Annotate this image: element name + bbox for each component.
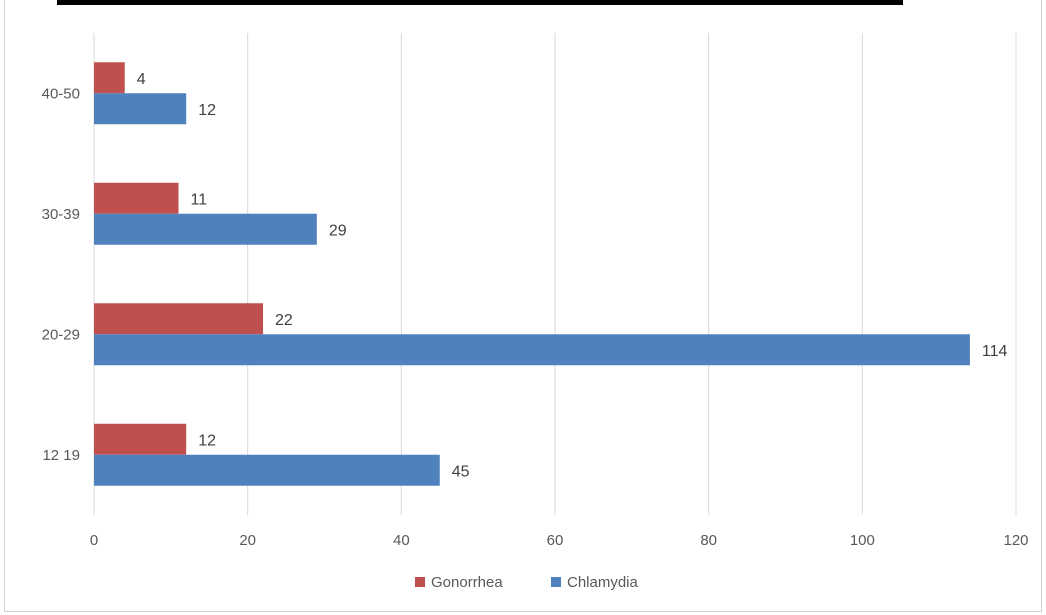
bar-chlamydia-2 bbox=[94, 213, 317, 245]
legend-swatch-chlamydia bbox=[551, 577, 561, 587]
legend: Gonorrhea Chlamydia bbox=[415, 574, 639, 591]
bar-chlamydia-1 bbox=[94, 334, 970, 366]
x-tick-label-60: 60 bbox=[547, 532, 564, 549]
x-tick-label-100: 100 bbox=[850, 532, 875, 549]
x-axis-ticks: 0 20 40 60 80 100 120 bbox=[90, 532, 1029, 549]
y-tick-label-0: 12 19 bbox=[42, 447, 80, 464]
bars bbox=[94, 62, 970, 486]
x-tick-label-40: 40 bbox=[393, 532, 410, 549]
data-label-chlamydia-2: 29 bbox=[329, 222, 347, 239]
data-label-gonorrhea-1: 22 bbox=[275, 312, 293, 329]
data-label-gonorrhea-0: 12 bbox=[198, 432, 216, 449]
top-rule bbox=[57, 0, 903, 5]
data-label-gonorrhea-2: 11 bbox=[191, 191, 208, 208]
bar-gonorrhea-1 bbox=[94, 303, 264, 335]
y-tick-label-2: 30-39 bbox=[42, 206, 80, 223]
legend-label-gonorrhea: Gonorrhea bbox=[431, 574, 503, 591]
x-tick-label-0: 0 bbox=[90, 532, 98, 549]
data-label-chlamydia-3: 12 bbox=[198, 102, 216, 119]
data-label-chlamydia-0: 45 bbox=[452, 463, 470, 480]
legend-label-chlamydia: Chlamydia bbox=[567, 574, 639, 591]
bar-chlamydia-3 bbox=[94, 93, 187, 125]
y-tick-label-1: 20-29 bbox=[42, 326, 80, 343]
bar-gonorrhea-0 bbox=[94, 423, 187, 455]
bar-chlamydia-0 bbox=[94, 454, 440, 486]
x-tick-label-80: 80 bbox=[700, 532, 717, 549]
legend-swatch-gonorrhea bbox=[415, 577, 425, 587]
x-tick-label-20: 20 bbox=[239, 532, 256, 549]
data-labels: 12 45 22 114 11 29 4 12 bbox=[137, 71, 1008, 481]
data-label-chlamydia-1: 114 bbox=[982, 343, 1008, 360]
y-tick-label-3: 40-50 bbox=[42, 85, 80, 102]
data-label-gonorrhea-3: 4 bbox=[137, 71, 146, 88]
x-tick-label-120: 120 bbox=[1003, 532, 1028, 549]
y-axis-ticks: 12 19 20-29 30-39 40-50 bbox=[42, 85, 80, 464]
chart-frame bbox=[4, 0, 1042, 612]
bar-gonorrhea-3 bbox=[94, 62, 125, 94]
gridlines bbox=[93, 33, 1017, 515]
bar-gonorrhea-2 bbox=[94, 182, 179, 214]
